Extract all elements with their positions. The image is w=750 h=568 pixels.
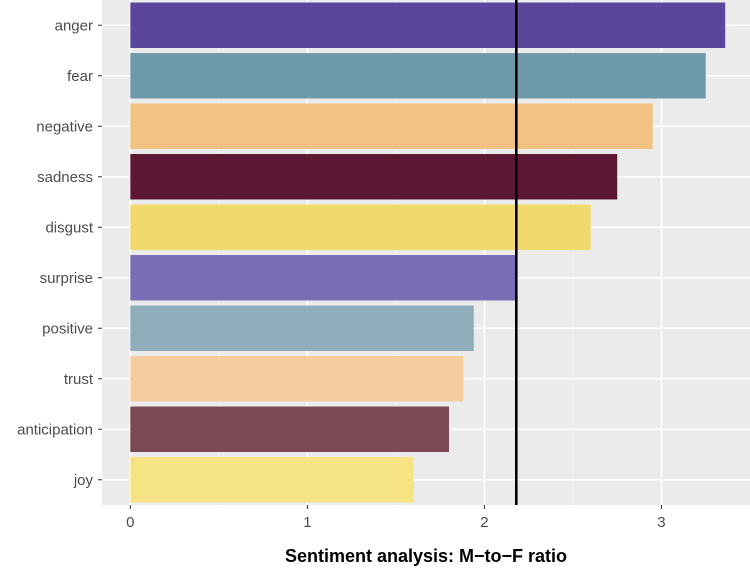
y-axis-ticks: anger fear negative sadness disgust surprise p… bbox=[17, 17, 102, 489]
x-axis-ticks: 0 1 2 3 bbox=[126, 505, 666, 531]
y-tick-label-anger: anger bbox=[55, 17, 93, 34]
y-tick-label-sadness: sadness bbox=[37, 169, 93, 186]
bar-trust bbox=[130, 356, 464, 402]
bar-negative bbox=[130, 103, 653, 149]
bars bbox=[130, 2, 726, 503]
bar-fear bbox=[130, 53, 706, 99]
bar-disgust bbox=[130, 204, 591, 250]
x-axis-title: Sentiment analysis: M−to−F ratio bbox=[285, 546, 567, 566]
bar-anticipation bbox=[130, 406, 450, 452]
x-tick-label-3: 3 bbox=[657, 514, 665, 531]
bar-sadness bbox=[130, 154, 618, 200]
y-tick-label-disgust: disgust bbox=[45, 219, 93, 236]
y-tick-label-trust: trust bbox=[64, 371, 94, 388]
bar-joy bbox=[130, 457, 414, 503]
y-tick-label-anticipation: anticipation bbox=[17, 421, 93, 438]
bar-positive bbox=[130, 305, 474, 351]
bar-anger bbox=[130, 2, 726, 48]
y-tick-label-fear: fear bbox=[67, 68, 93, 85]
bar-surprise bbox=[130, 255, 517, 301]
x-tick-label-1: 1 bbox=[303, 514, 311, 531]
y-tick-label-joy: joy bbox=[73, 472, 94, 489]
y-tick-label-surprise: surprise bbox=[40, 270, 93, 287]
x-tick-label-2: 2 bbox=[480, 514, 488, 531]
x-tick-label-0: 0 bbox=[126, 514, 134, 531]
y-tick-label-negative: negative bbox=[36, 118, 93, 135]
y-tick-label-positive: positive bbox=[42, 320, 93, 337]
